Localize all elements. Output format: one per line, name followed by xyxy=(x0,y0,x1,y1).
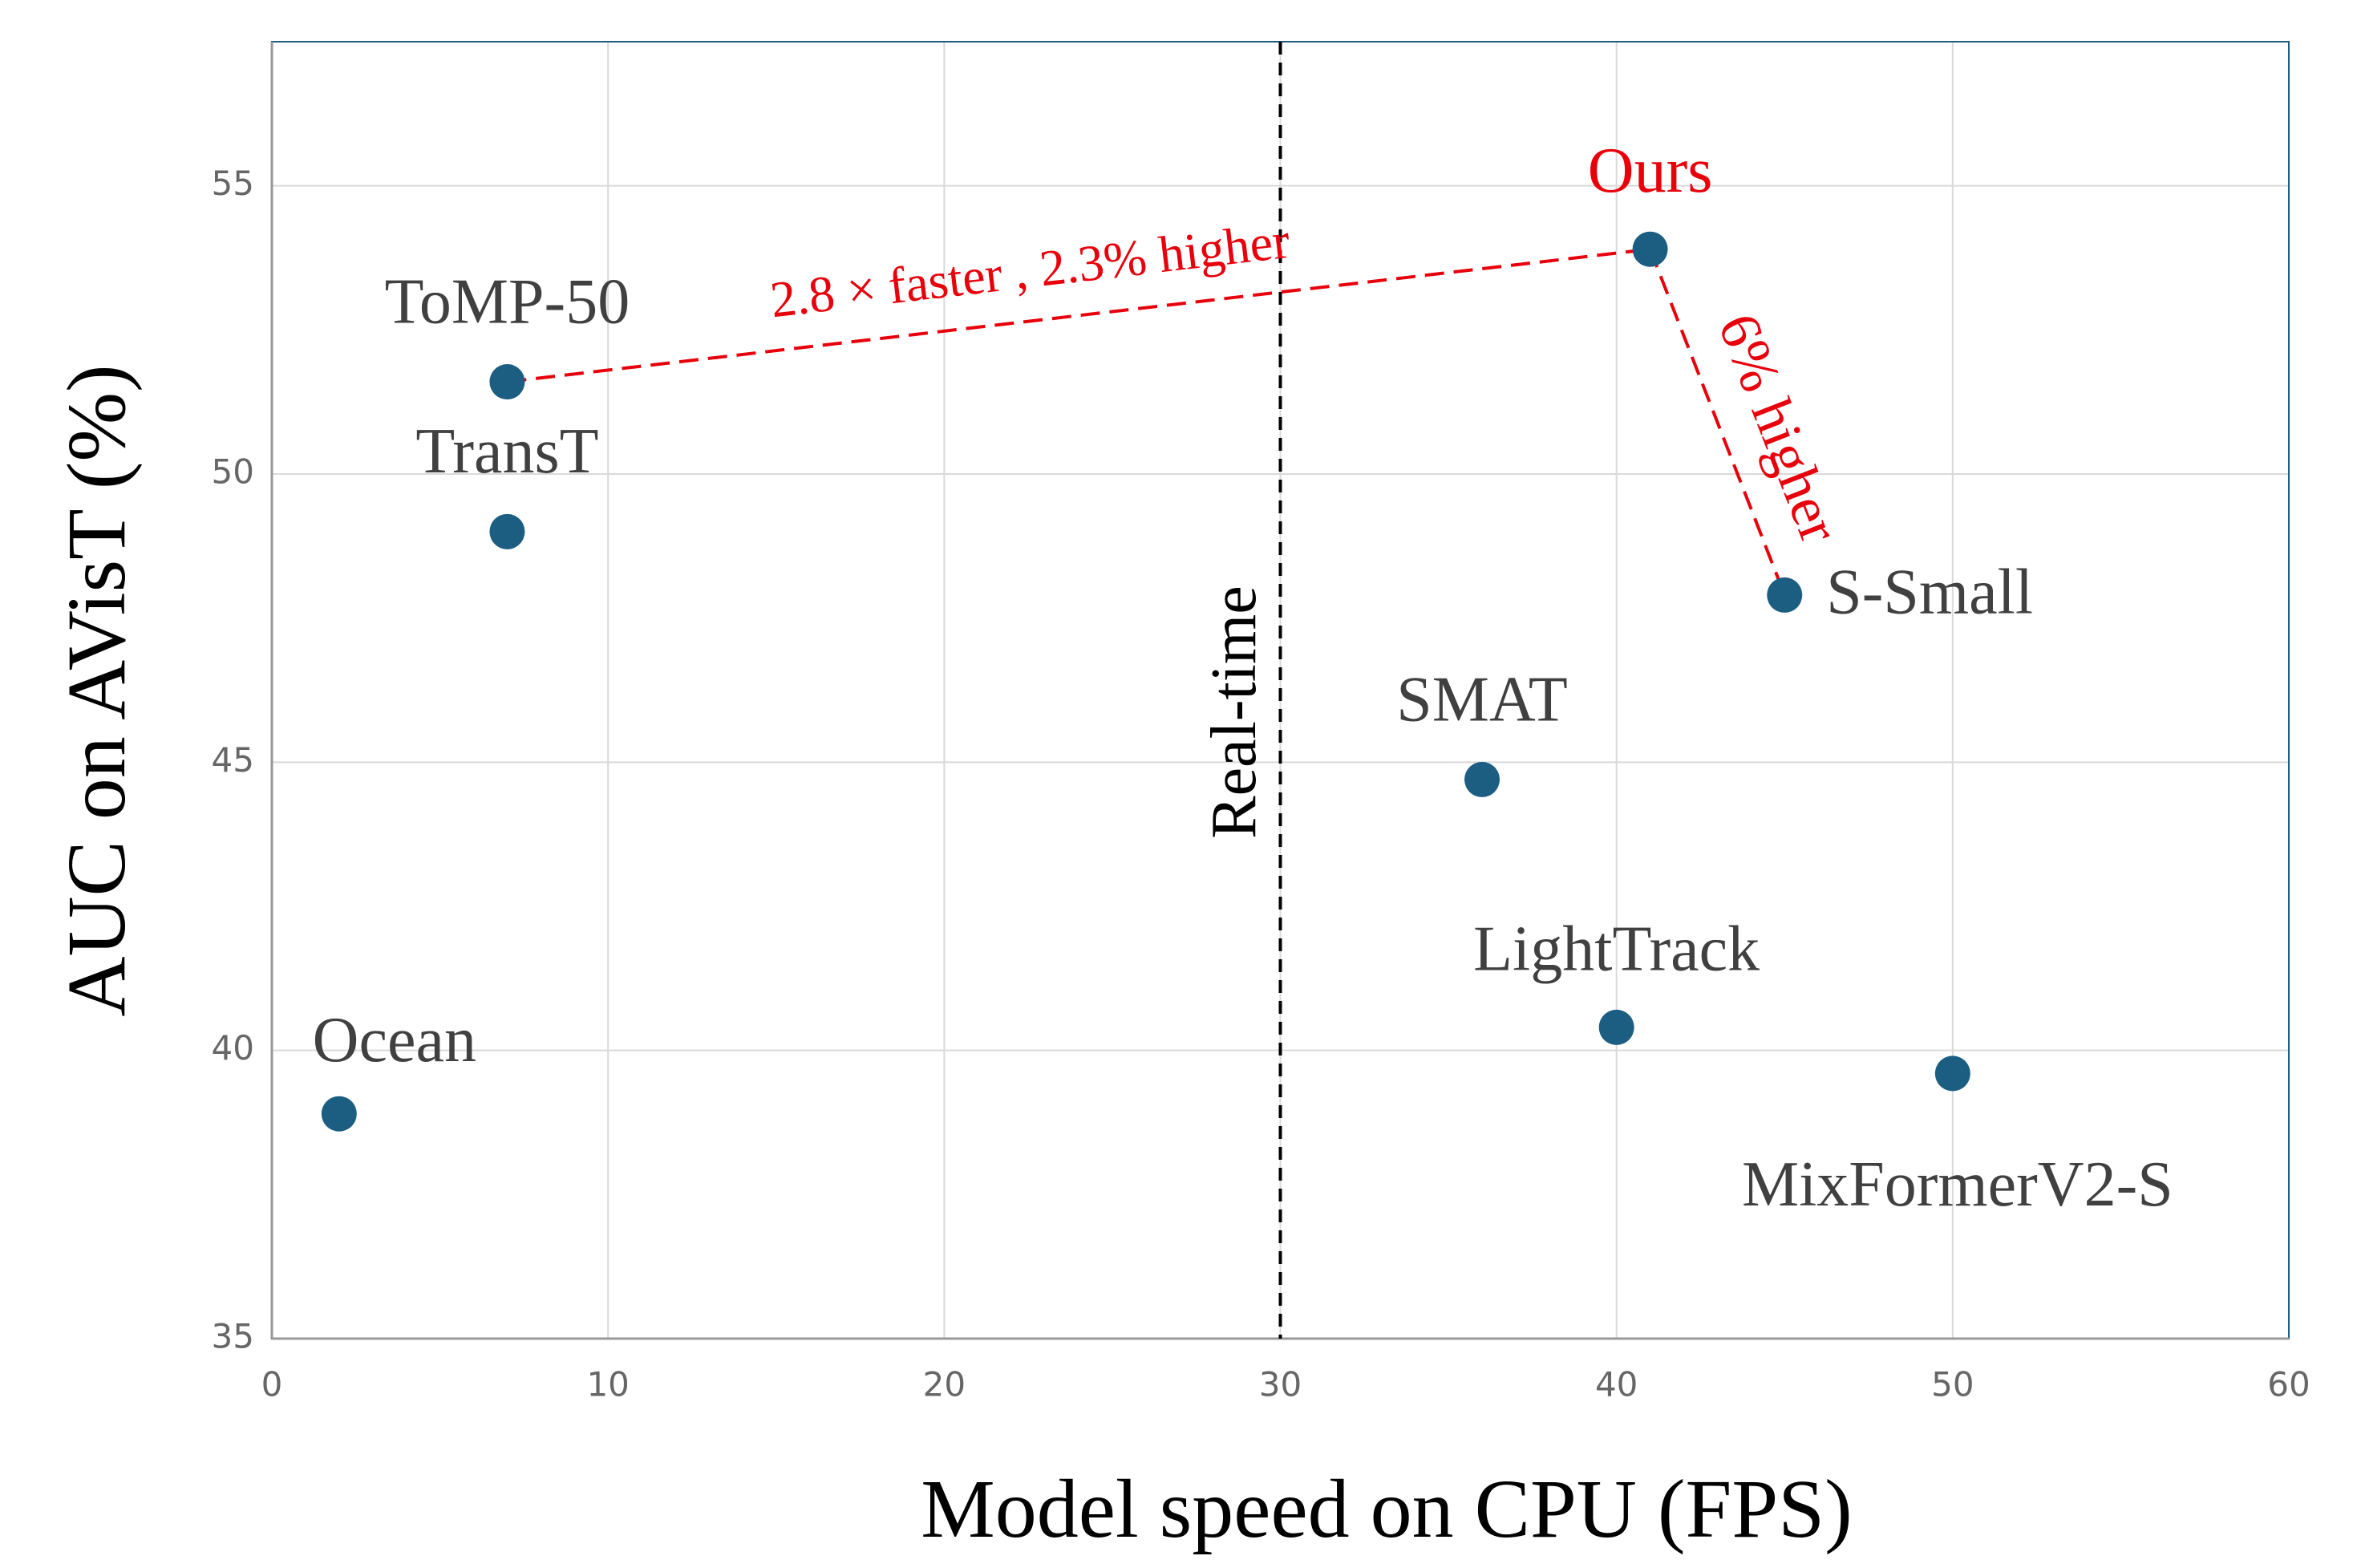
comparison-line xyxy=(1648,248,1787,596)
point xyxy=(1934,1055,1970,1092)
point xyxy=(1632,231,1668,267)
point-label: LightTrack xyxy=(1473,914,1760,984)
y-tick-label: 40 xyxy=(212,1028,254,1068)
x-tick-label: 20 xyxy=(923,1365,966,1404)
y-tick-label: 45 xyxy=(212,740,254,780)
point-label: ToMP-50 xyxy=(385,266,630,337)
point xyxy=(321,1096,357,1132)
point-label: MixFormerV2-S xyxy=(1742,1149,2173,1220)
comparison-line xyxy=(507,247,1650,384)
x-tick-label: 30 xyxy=(1259,1365,1302,1404)
x-tick-label: 40 xyxy=(1595,1365,1638,1404)
point xyxy=(489,513,525,549)
point xyxy=(1464,761,1500,797)
point xyxy=(489,364,525,400)
point-label: SMAT xyxy=(1396,664,1567,735)
y-tick-label: 55 xyxy=(212,164,254,203)
point xyxy=(1767,577,1803,613)
y-axis-title: AUC on AVisT (%) xyxy=(51,364,143,1016)
x-tick-label: 10 xyxy=(586,1365,629,1404)
annotation: 2.8 × faster , 2.3% higher xyxy=(767,212,1293,329)
x-axis-title: Model speed on CPU (FPS) xyxy=(921,1463,1852,1555)
point-label: Ocean xyxy=(313,1005,476,1076)
point xyxy=(1598,1009,1634,1045)
point-label: TransT xyxy=(415,416,598,487)
point-label: Ours xyxy=(1588,136,1713,206)
point-label: S-Small xyxy=(1826,557,2033,627)
x-tick-label: 60 xyxy=(2267,1365,2310,1404)
y-tick-label: 35 xyxy=(212,1317,254,1356)
annotation: 6% higher xyxy=(1706,305,1853,551)
reference-label: Real-time xyxy=(1199,585,1270,838)
y-tick-label: 50 xyxy=(212,452,254,492)
x-tick-label: 50 xyxy=(1931,1365,1974,1404)
x-tick-label: 0 xyxy=(261,1365,283,1404)
